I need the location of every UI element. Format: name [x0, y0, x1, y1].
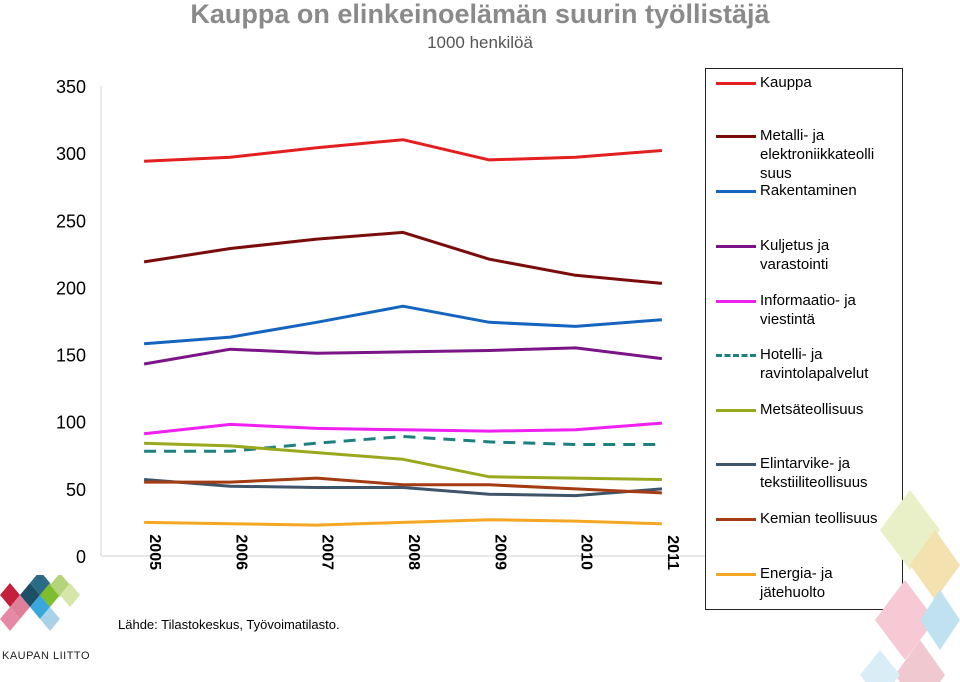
- y-tick-label: 0: [76, 547, 86, 567]
- chart-title: Kauppa on elinkeinoelämän suurin työllis…: [190, 0, 770, 29]
- y-tick-label: 250: [56, 211, 86, 231]
- series-line: [144, 435, 662, 453]
- legend-swatch: [716, 518, 756, 521]
- source-note: Lähde: Tilastokeskus, Työvoimatilasto.: [118, 617, 340, 632]
- x-tick-label: 2011: [664, 535, 681, 570]
- legend-label: Elintarvike- ja tekstiiliteollisuus: [760, 455, 868, 491]
- x-tick-label: 2008: [405, 534, 422, 570]
- legend-label: Metsäteollisuus: [760, 401, 864, 418]
- series-line: [143, 230, 663, 285]
- decorative-diamonds: [860, 490, 960, 682]
- legend-label: Metalli- ja elektroniikkateolli suus: [760, 127, 875, 182]
- y-tick-label: 200: [56, 278, 86, 298]
- legend-swatch: [716, 300, 756, 303]
- y-tick-label: 150: [56, 346, 86, 366]
- x-tick-label: 2009: [491, 534, 508, 570]
- x-tick-label: 2005: [146, 534, 163, 570]
- x-tick-label: 2007: [319, 534, 336, 570]
- series-lines: [143, 138, 663, 527]
- series-line: [143, 478, 663, 498]
- series-line: [143, 304, 663, 346]
- legend-swatch: [716, 573, 756, 576]
- y-tick-label: 100: [56, 413, 86, 433]
- legend-swatch: [716, 190, 756, 193]
- legend-label: Hotelli- ja ravintolapalvelut: [760, 346, 869, 382]
- series-line: [144, 476, 662, 495]
- y-tick-label: 350: [56, 77, 86, 97]
- legend-label: Informaatio- ja viestintä: [760, 292, 856, 328]
- logo-text: KAUPAN LIITTO: [2, 650, 91, 662]
- legend-label: Kuljetus ja varastointi: [760, 237, 830, 273]
- series-line: [143, 421, 663, 436]
- legend-swatch: [716, 354, 756, 357]
- legend-swatch: [716, 463, 756, 466]
- legend-swatch: [716, 245, 756, 248]
- kaupan-liitto-logo: [0, 575, 80, 631]
- legend-label: Rakentaminen: [760, 182, 857, 199]
- y-tick-labels: 0 50 100 150 200 250 300 350: [56, 77, 86, 567]
- legend-swatch: [716, 135, 756, 138]
- legend-label: Energia- ja jätehuolto: [760, 565, 833, 601]
- x-tick-labels: 2005 2006 2007 2008 2009 2010 2011: [146, 534, 681, 570]
- series-line: [144, 441, 662, 481]
- y-tick-label: 50: [66, 480, 86, 500]
- x-tick-label: 2006: [232, 534, 249, 570]
- y-tick-label: 300: [56, 144, 86, 164]
- series-line: [144, 518, 662, 527]
- legend-swatch: [716, 409, 756, 412]
- chart-subtitle: 1000 henkilöä: [427, 33, 533, 52]
- x-tick-label: 2010: [578, 534, 595, 570]
- legend-label: Kauppa: [760, 74, 812, 91]
- series-line: [144, 138, 663, 163]
- legend: Kauppa Metalli- ja elektroniikkateolli su…: [705, 68, 903, 610]
- legend-label: Kemian teollisuus: [760, 510, 878, 527]
- series-line: [143, 346, 663, 366]
- legend-swatch: [716, 82, 756, 85]
